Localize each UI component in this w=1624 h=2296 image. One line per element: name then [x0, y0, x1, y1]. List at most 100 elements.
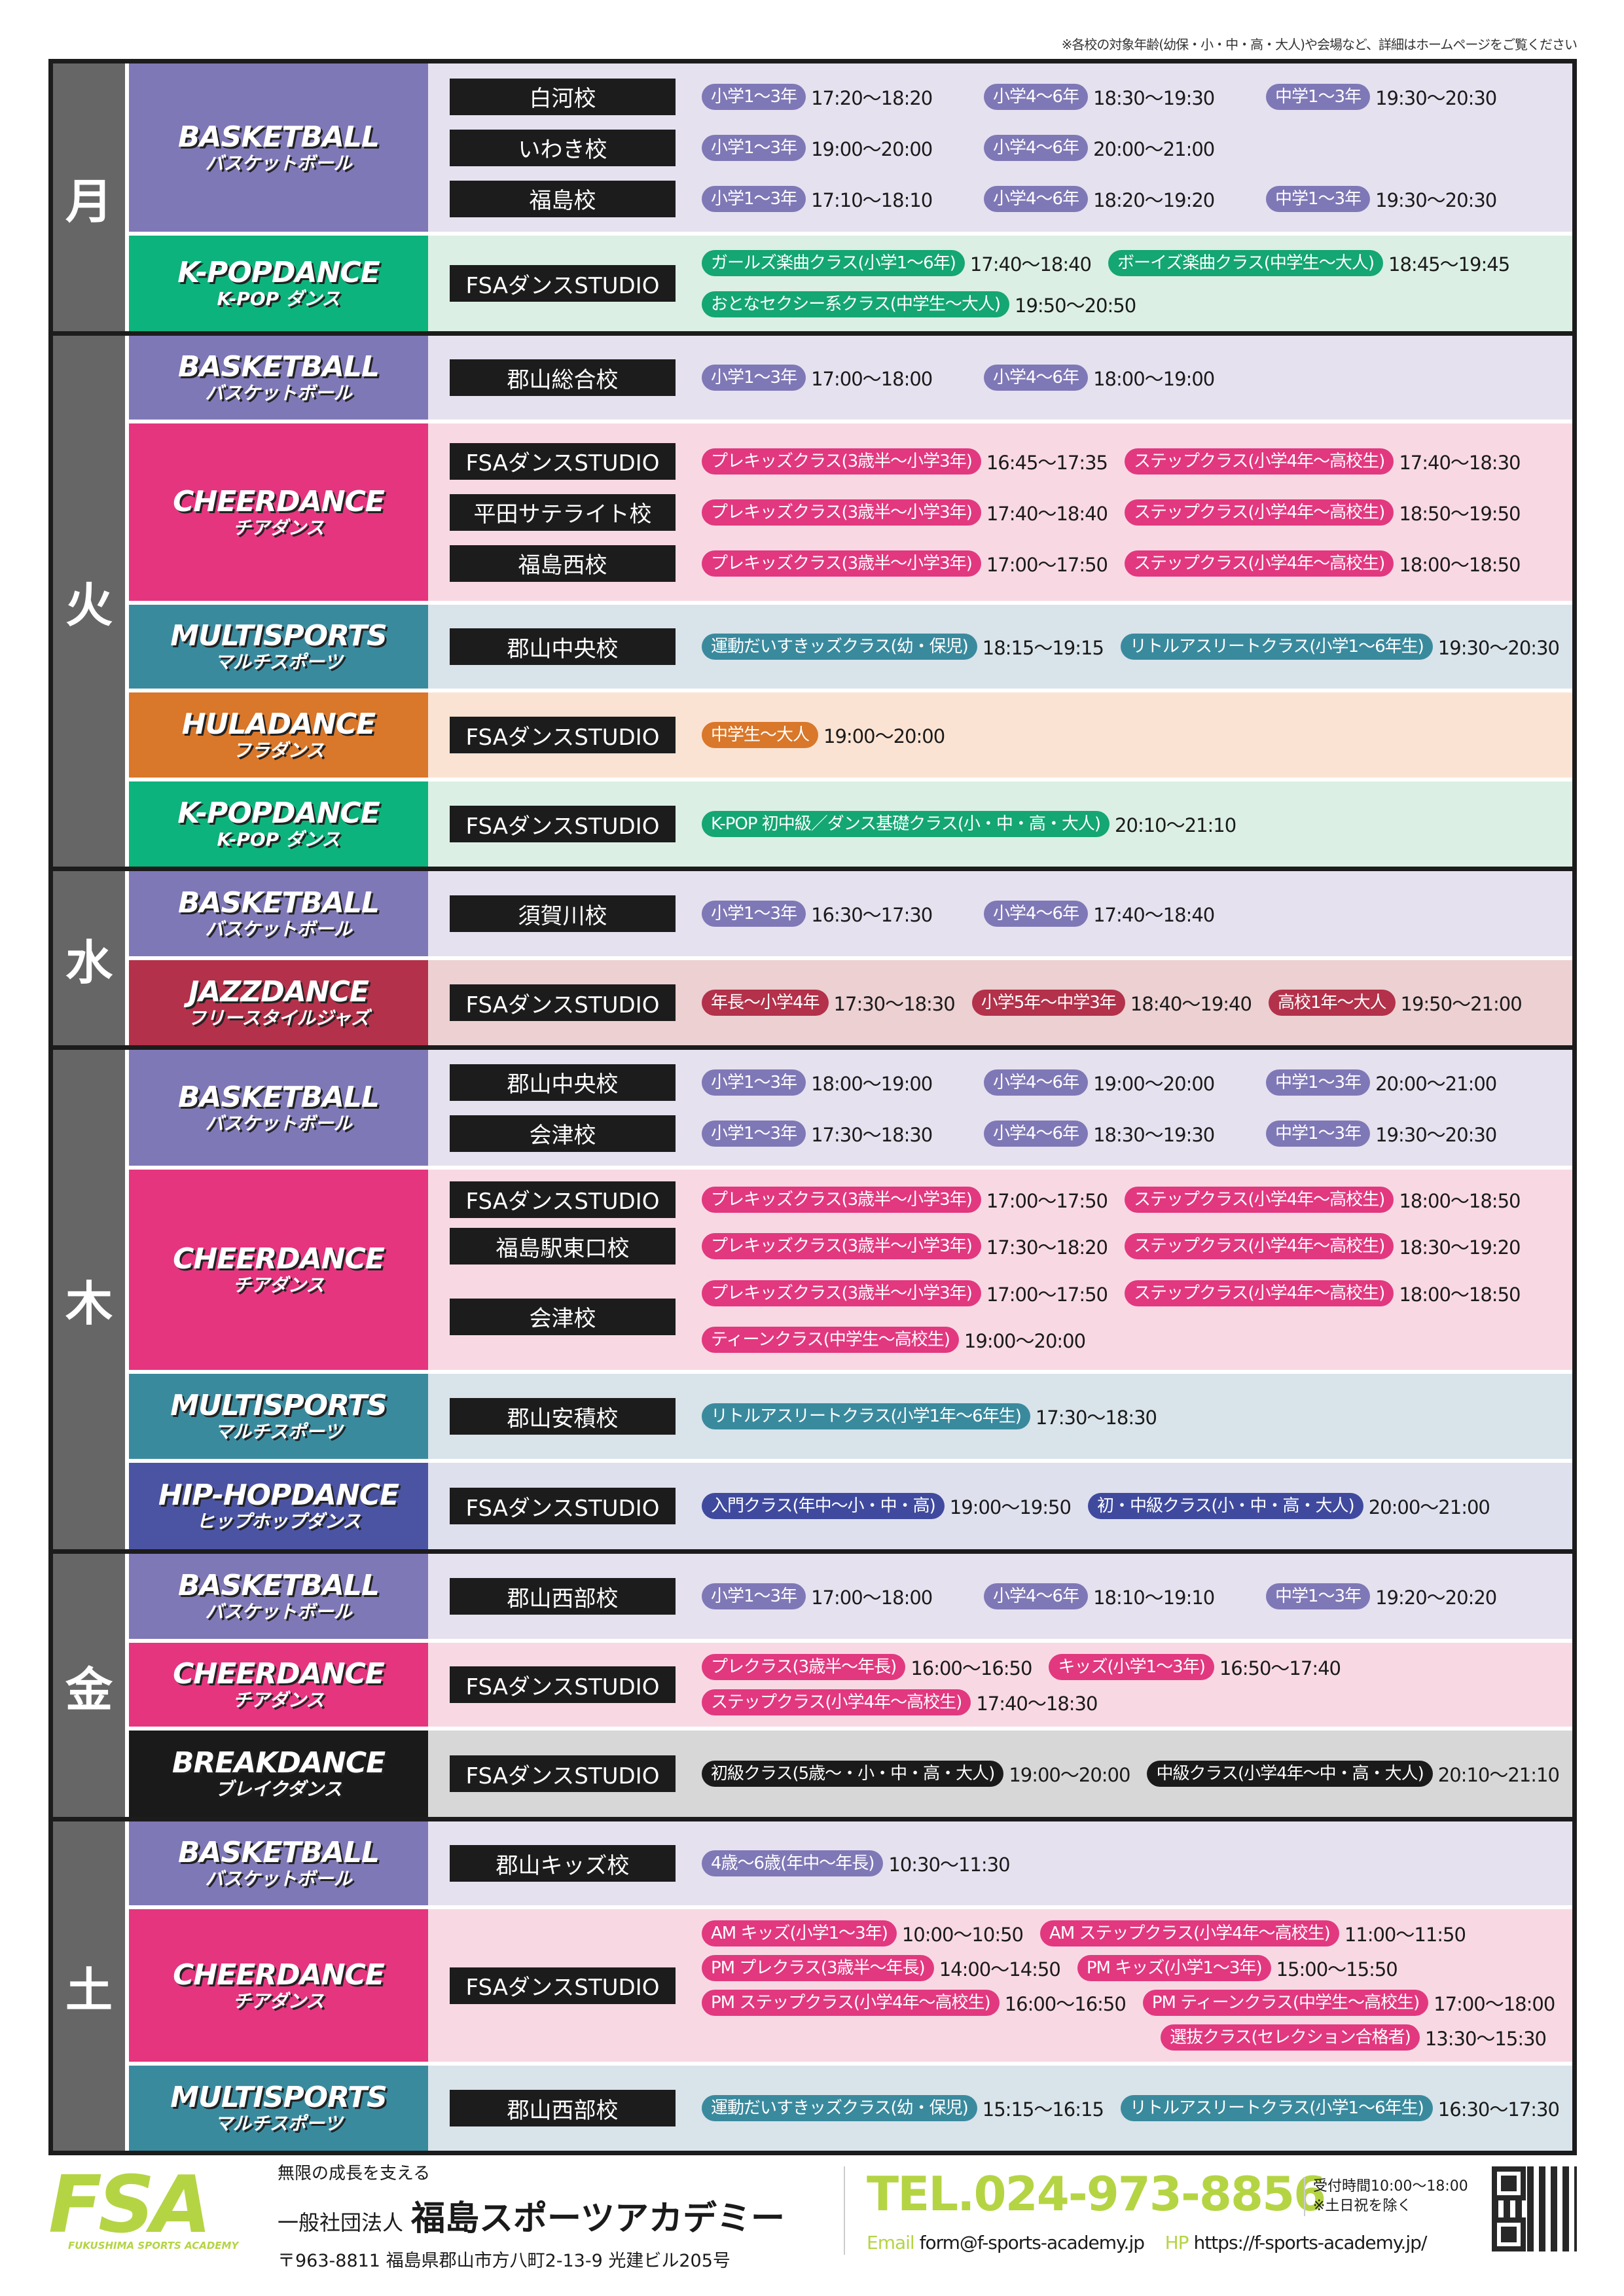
- school-group: FSAダンスSTUDIO K-POP 初中級／ダンス基礎クラス(小・中・高・大人)…: [428, 798, 1572, 850]
- school-group: FSAダンスSTUDIO ガールズ楽曲クラス(小学1〜6年) 17:40〜18:40…: [428, 242, 1572, 325]
- day-block: 金 BASKETBALL バスケットボール 郡山西部校 小学1〜3年 17:00〜18:0…: [53, 1554, 1572, 1817]
- class-time: 19:00〜19:50: [949, 1496, 1072, 1518]
- class-line: 4歳〜6歳(年中〜年長) 10:30〜11:30: [702, 1838, 1572, 1889]
- class-time: 18:20〜19:20: [1093, 188, 1215, 211]
- school-name: 福島駅東口校: [450, 1228, 676, 1265]
- class-item: 小学1〜3年 16:30〜17:30: [702, 900, 967, 927]
- phone-number[interactable]: TEL.024-973-8856: [867, 2166, 1326, 2221]
- class-time: 10:00〜10:50: [901, 1923, 1024, 1946]
- sport-name: MULTISPORTS: [170, 619, 388, 653]
- class-time: 18:30〜19:30: [1093, 86, 1215, 109]
- sport-name: CHEERDANCE: [173, 1958, 385, 1992]
- class-time: 17:40〜18:40: [986, 502, 1108, 525]
- school-group: 会津校 プレキッズクラス(3歳半〜小学3年) 17:00〜17:50 ステップクラス(…: [428, 1270, 1572, 1363]
- class-chip: キッズ(小学1〜3年): [1049, 1654, 1214, 1680]
- class-time: 17:40〜18:30: [1399, 451, 1521, 474]
- sport-name: K-POPDANCE: [177, 797, 380, 830]
- class-item: 小学1〜3年 17:00〜18:00: [702, 1583, 967, 1610]
- class-item: K-POP 初中級／ダンス基礎クラス(小・中・高・大人) 20:10〜21:10: [702, 810, 1236, 838]
- qr-code-icon[interactable]: [1492, 2166, 1577, 2251]
- class-line: 小学1〜3年 17:00〜18:00 小学4〜6年 18:10〜19:10 中学1〜3年…: [702, 1571, 1572, 1622]
- sport-row: HULADANCE フラダンス FSAダンスSTUDIO 中学生〜大人 19:00〜20…: [129, 692, 1572, 778]
- school-group: 平田サテライト校 プレキッズクラス(3歳半〜小学3年) 17:40〜18:40 ステッ…: [428, 487, 1572, 538]
- class-item: 小学1〜3年 17:20〜18:20: [702, 83, 967, 111]
- sport-subtitle: マルチスポーツ: [214, 2113, 343, 2134]
- schedule-content: FSAダンスSTUDIO プレクラス(3歳半〜年長) 16:00〜16:50 キッズ(…: [428, 1643, 1572, 1727]
- class-chip: 中学1〜3年: [1266, 185, 1371, 212]
- sport-name: BREAKDANCE: [171, 1746, 386, 1780]
- homepage-link[interactable]: https://f-sports-academy.jp/: [1193, 2232, 1427, 2253]
- class-time: 17:00〜18:00: [811, 368, 933, 390]
- class-chip: 初・中級クラス(小・中・高・大人): [1087, 1493, 1363, 1519]
- class-time: 11:00〜11:50: [1344, 1923, 1466, 1946]
- class-time: 17:00〜17:50: [986, 553, 1108, 576]
- class-item: 小学1〜3年 17:10〜18:10: [702, 185, 967, 213]
- sport-subtitle: フリースタイルジャズ: [187, 1007, 370, 1029]
- email-label: Email: [867, 2232, 915, 2253]
- school-name: 会津校: [450, 1115, 676, 1152]
- class-chip: 高校1年〜大人: [1268, 990, 1396, 1016]
- class-chip: 小学1〜3年: [702, 1120, 806, 1147]
- sport-subtitle: ヒップホップダンス: [196, 1511, 361, 1532]
- class-item: プレキッズクラス(3歳半〜小学3年) 17:40〜18:40: [702, 499, 1108, 526]
- class-line: 小学1〜3年 17:30〜18:30 小学4〜6年 18:30〜19:30 中学1〜3年…: [702, 1108, 1572, 1159]
- school-name: 福島校: [450, 180, 676, 217]
- sport-subtitle: フラダンス: [232, 740, 325, 761]
- sport-label: BASKETBALL バスケットボール: [129, 1821, 428, 1905]
- footer: FSA FUKUSHIMA SPORTS ACADEMY 無限の成長を支える 一…: [48, 2153, 1577, 2271]
- class-line: 小学1〜3年 17:20〜18:20 小学4〜6年 18:30〜19:30 中学1〜3年…: [702, 71, 1572, 122]
- day-label: 月: [53, 63, 129, 331]
- sport-row: CHEERDANCE チアダンス FSAダンスSTUDIO プレキッズクラス(3歳半〜…: [129, 1170, 1572, 1370]
- class-time: 19:20〜20:20: [1375, 1587, 1497, 1609]
- class-time: 18:15〜19:15: [982, 637, 1104, 659]
- sport-subtitle: バスケットボール: [205, 918, 352, 940]
- class-item: 運動だいすきッズクラス(幼・保児) 18:15〜19:15: [702, 633, 1104, 660]
- day-sports: BASKETBALL バスケットボール 郡山キッズ校 4歳〜6歳(年中〜年長) 10:3…: [129, 1821, 1572, 2151]
- school-group: 郡山総合校 小学1〜3年 17:00〜18:00 小学4〜6年 18:00〜19:00: [428, 352, 1572, 403]
- class-item: 小学4〜6年 19:00〜20:00: [984, 1069, 1249, 1096]
- school-name: 郡山西部校: [450, 1578, 676, 1615]
- class-line: 小学1〜3年 17:00〜18:00 小学4〜6年 18:00〜19:00: [702, 352, 1572, 403]
- class-item: ステップクラス(小学4年〜高校生) 18:00〜18:50: [1125, 1280, 1521, 1307]
- class-chip: 中学生〜大人: [702, 722, 819, 748]
- day-sports: BASKETBALL バスケットボール 郡山西部校 小学1〜3年 17:00〜18:00…: [129, 1554, 1572, 1817]
- class-time: 10:30〜11:30: [888, 1854, 1010, 1876]
- class-line: 小学1〜3年 16:30〜17:30 小学4〜6年 17:40〜18:40: [702, 888, 1572, 939]
- class-item: 年長〜小学4年 17:30〜18:30: [702, 989, 956, 1016]
- class-lines: ガールズ楽曲クラス(小学1〜6年) 17:40〜18:40 ボーイズ楽曲クラス(中学…: [702, 242, 1572, 325]
- address: 〒963-8811 福島県郡山市方八町2-13-9 光建ビル205号: [278, 2251, 731, 2271]
- class-time: 16:50〜17:40: [1219, 1657, 1341, 1679]
- class-lines: 入門クラス(年中〜小・中・高) 19:00〜19:50 初・中級クラス(小・中・高・…: [702, 1480, 1572, 1532]
- class-time: 17:00〜18:00: [1434, 1993, 1555, 2016]
- school-name: 郡山キッズ校: [450, 1845, 676, 1882]
- class-item: 4歳〜6歳(年中〜年長) 10:30〜11:30: [702, 1850, 1011, 1877]
- class-item: プレキッズクラス(3歳半〜小学3年) 17:00〜17:50: [702, 550, 1108, 577]
- email-link[interactable]: form@f-sports-academy.jp: [919, 2232, 1145, 2253]
- school-group: FSAダンスSTUDIO プレキッズクラス(3歳半〜小学3年) 16:45〜17:3…: [428, 436, 1572, 487]
- sport-name: CHEERDANCE: [173, 484, 385, 518]
- class-line: プレキッズクラス(3歳半〜小学3年) 17:40〜18:40 ステップクラス(小学4…: [702, 487, 1572, 538]
- school-group: 白河校 小学1〜3年 17:20〜18:20 小学4〜6年 18:30〜19:30 中学1…: [428, 71, 1572, 122]
- schedule-content: 白河校 小学1〜3年 17:20〜18:20 小学4〜6年 18:30〜19:30 中学1…: [428, 63, 1572, 232]
- class-chip: ステップクラス(小学4年〜高校生): [1125, 1280, 1394, 1306]
- class-item: PM プレクラス(3歳半〜年長) 14:00〜14:50: [702, 1954, 1061, 1982]
- class-item: 中級クラス(小学4年〜中・高・大人) 20:10〜21:10: [1147, 1760, 1560, 1787]
- school-name: 郡山中央校: [450, 628, 676, 665]
- sport-name: BASKETBALL: [177, 1836, 380, 1869]
- sport-name: HULADANCE: [181, 708, 376, 741]
- class-chip: 入門クラス(年中〜小・中・高): [702, 1493, 945, 1519]
- class-item: 小学4〜6年 18:30〜19:30: [984, 1120, 1249, 1147]
- class-chip: 小学4〜6年: [984, 1069, 1089, 1096]
- class-item: キッズ(小学1〜3年) 16:50〜17:40: [1049, 1653, 1341, 1681]
- class-item: 小学1〜3年 17:30〜18:30: [702, 1120, 967, 1147]
- class-item: ステップクラス(小学4年〜高校生) 18:30〜19:20: [1125, 1232, 1521, 1260]
- class-time: 19:00〜20:00: [811, 137, 933, 160]
- sport-label: BASKETBALL バスケットボール: [129, 1554, 428, 1639]
- class-item: 中学1〜3年 19:30〜20:30: [1266, 185, 1531, 213]
- school-name: FSAダンスSTUDIO: [450, 1666, 676, 1703]
- school-name: FSAダンスSTUDIO: [450, 442, 676, 480]
- class-lines: リトルアスリートクラス(小学1年〜6年生) 17:30〜18:30: [702, 1391, 1572, 1442]
- class-item: 中学生〜大人 19:00〜20:00: [702, 721, 945, 749]
- class-chip: 初級クラス(5歳〜・小・中・高・大人): [702, 1761, 1004, 1787]
- sport-row: BASKETBALL バスケットボール 郡山総合校 小学1〜3年 17:00〜18:00…: [129, 336, 1572, 420]
